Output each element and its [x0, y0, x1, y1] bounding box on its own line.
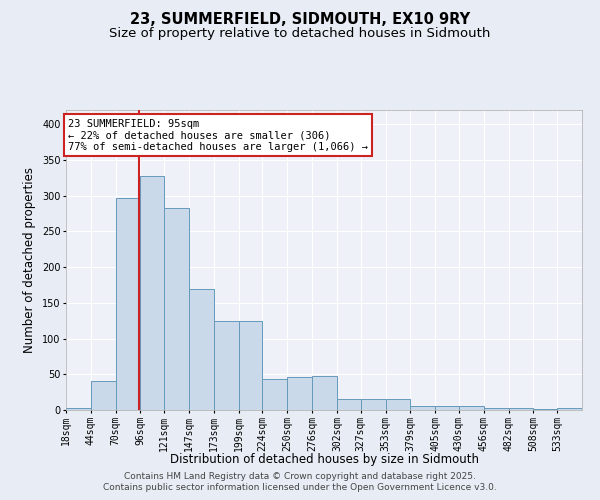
Bar [312, 376, 337, 410]
Bar [459, 406, 484, 410]
Text: 23 SUMMERFIELD: 95sqm
← 22% of detached houses are smaller (306)
77% of semi-det: 23 SUMMERFIELD: 95sqm ← 22% of detached … [68, 118, 368, 152]
Text: Size of property relative to detached houses in Sidmouth: Size of property relative to detached ho… [109, 28, 491, 40]
Bar [164, 208, 189, 410]
Bar [262, 378, 287, 410]
Text: 23, SUMMERFIELD, SIDMOUTH, EX10 9RY: 23, SUMMERFIELD, SIDMOUTH, EX10 9RY [130, 12, 470, 28]
Bar [140, 176, 164, 410]
Bar [484, 408, 509, 410]
Text: Contains HM Land Registry data © Crown copyright and database right 2025.: Contains HM Land Registry data © Crown c… [124, 472, 476, 481]
Bar [91, 382, 116, 410]
Bar [533, 408, 557, 410]
Bar [435, 406, 459, 410]
Bar [509, 408, 533, 410]
Bar [361, 400, 386, 410]
Bar [557, 408, 582, 410]
Bar [66, 408, 91, 410]
Y-axis label: Number of detached properties: Number of detached properties [23, 167, 36, 353]
Bar [189, 288, 214, 410]
Bar [214, 322, 239, 410]
Text: Distribution of detached houses by size in Sidmouth: Distribution of detached houses by size … [170, 452, 479, 466]
Bar [337, 400, 361, 410]
Bar [116, 198, 140, 410]
Bar [410, 406, 435, 410]
Bar [287, 377, 312, 410]
Bar [386, 398, 410, 410]
Bar [239, 322, 262, 410]
Text: Contains public sector information licensed under the Open Government Licence v3: Contains public sector information licen… [103, 484, 497, 492]
